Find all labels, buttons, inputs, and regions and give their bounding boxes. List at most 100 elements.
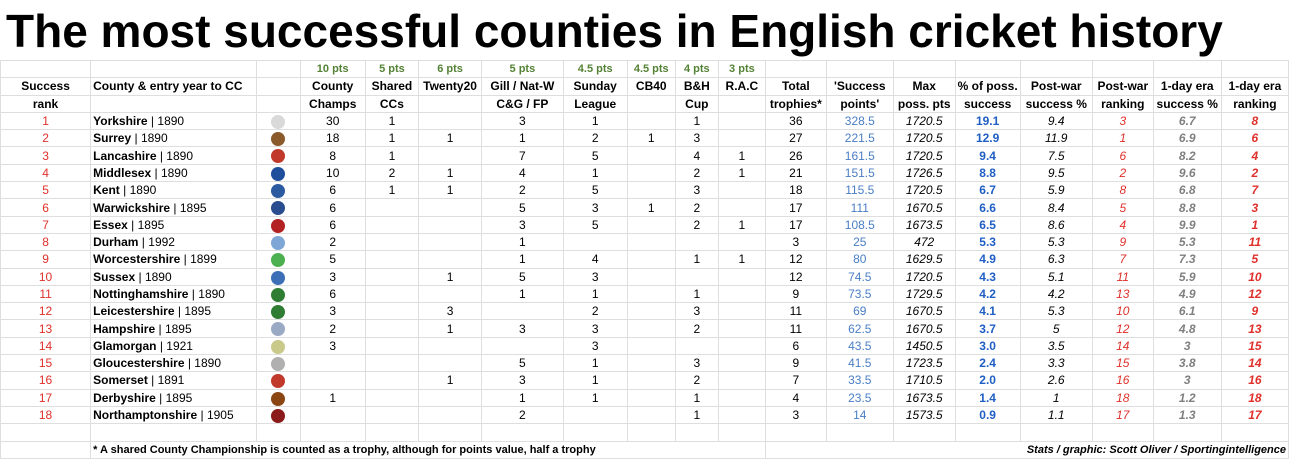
rank-cell: 3 [0,146,92,165]
rac-cell [717,111,766,131]
pct-success-cell: 1.4 [954,388,1021,407]
postwar-rank-cell: 7 [1091,250,1154,269]
county-name: Hampshire [93,321,156,336]
points-row-oneday-pct [1152,59,1222,79]
county-crest-icon [271,374,286,389]
cb40-cell [626,336,676,356]
shared-ccs-cell [364,388,420,407]
county-champs-cell: 5 [299,250,366,269]
cb40-cell [626,284,676,304]
max-points-cell: 1729.5 [892,284,956,304]
total-trophies-cell: 18 [764,181,827,200]
twenty20-cell [418,146,482,165]
points-row-oneday-rank [1220,59,1289,79]
empty-cell [1220,423,1289,442]
header2-postwar-pct: success % [1019,94,1093,113]
header2-county [90,94,257,113]
postwar-rank-cell: 1 [1091,129,1154,148]
rac-cell: 1 [717,215,766,234]
county-cell: Yorkshire | 1890 [90,111,257,131]
rac-cell [717,405,766,425]
pct-success-cell: 9.4 [954,146,1021,165]
entry-year: 1905 [206,408,234,423]
sunday-league-cell: 5 [562,215,628,234]
county-cell: Sussex | 1890 [90,267,257,286]
max-points-cell: 1670.5 [892,198,956,217]
postwar-rank-cell: 5 [1091,198,1154,217]
postwar-rank-cell: 16 [1091,371,1154,390]
rank-cell: 9 [0,250,92,269]
empty-cell [481,423,564,442]
cb40-cell [626,250,676,269]
empty-cell [825,423,894,442]
postwar-pct-cell: 3.5 [1019,336,1093,356]
oneday-rank-cell: 8 [1220,111,1289,131]
county-cell: Glamorgan | 1921 [90,336,257,356]
sunday-league-cell: 5 [562,181,628,200]
sunday-league-cell: 3 [562,198,628,217]
bh-cup-cell: 2 [674,319,719,338]
shared-ccs-cell: 1 [364,146,420,165]
entry-year: 1895 [179,200,207,215]
rank-cell: 6 [0,198,92,217]
postwar-rank-cell: 17 [1091,405,1154,425]
oneday-pct-cell: 1.2 [1152,388,1222,407]
success-points-cell: 23.5 [825,388,894,407]
success-points-cell: 41.5 [825,354,894,373]
rac-cell: 1 [717,163,766,183]
entry-year: 1921 [166,338,193,353]
county-champs-cell [299,354,366,373]
gill-natwest-cell: 3 [481,319,564,338]
gill-natwest-cell: 4 [481,163,564,183]
oneday-pct-cell: 9.9 [1152,215,1222,234]
rank-cell: 12 [0,302,92,321]
header2-logo [255,94,301,113]
sunday-league-cell [562,232,628,252]
county-cell: Essex | 1895 [90,215,257,234]
county-name: Northamptonshire [93,408,198,423]
shared-ccs-cell [364,405,420,425]
oneday-pct-cell: 3 [1152,336,1222,356]
bh-cup-cell [674,336,719,356]
oneday-rank-cell: 5 [1220,250,1289,269]
success-points-cell: 33.5 [825,371,894,390]
table-row: 17 Derbyshire | 1895 1 1 1 1 4 23.5 1673.5 1.4 1 18… [0,388,1289,407]
success-points-cell: 25 [825,232,894,252]
gill-natwest-cell: 3 [481,215,564,234]
total-trophies-cell: 4 [764,388,827,407]
pct-success-cell: 8.8 [954,163,1021,183]
shared-ccs-cell [364,284,420,304]
county-crest-icon [271,287,286,302]
header2-oneday-pct: success % [1152,94,1222,113]
shared-ccs-cell [364,319,420,338]
county-champs-cell: 30 [299,111,366,131]
bh-cup-cell: 1 [674,405,719,425]
county-cell: Middlesex | 1890 [90,163,257,183]
entry-year: 1895 [165,390,193,405]
county-crest-icon [271,391,286,406]
success-points-cell: 328.5 [825,111,894,131]
oneday-pct-cell: 9.6 [1152,163,1222,183]
postwar-rank-cell: 2 [1091,163,1154,183]
postwar-rank-cell: 8 [1091,181,1154,200]
postwar-rank-cell: 18 [1091,388,1154,407]
logo-cell [255,284,301,304]
header1-pct-success: % of poss. [954,77,1021,96]
oneday-pct-cell: 1.3 [1152,405,1222,425]
oneday-rank-cell: 11 [1220,232,1289,252]
county-cell: Derbyshire | 1895 [90,388,257,407]
shared-ccs-cell [364,215,420,234]
entry-year: 1899 [190,252,217,267]
header2-total-trophies: trophies* [764,94,827,113]
points-row-gill-natwest: 5 pts [481,59,564,79]
table-row: 3 Lancashire | 1890 8 1 7 5 4 1 26 161.5 1720.5 9.4… [0,146,1289,165]
county-champs-cell: 6 [299,215,366,234]
cb40-cell [626,371,676,390]
postwar-rank-cell: 15 [1091,354,1154,373]
success-points-cell: 151.5 [825,163,894,183]
oneday-pct-cell: 6.8 [1152,181,1222,200]
oneday-pct-cell: 6.9 [1152,129,1222,148]
total-trophies-cell: 17 [764,215,827,234]
postwar-rank-cell: 10 [1091,302,1154,321]
table-row: 16 Somerset | 1891 1 3 1 2 7 33.5 1710.5 2.0 2.6 16… [0,371,1289,390]
